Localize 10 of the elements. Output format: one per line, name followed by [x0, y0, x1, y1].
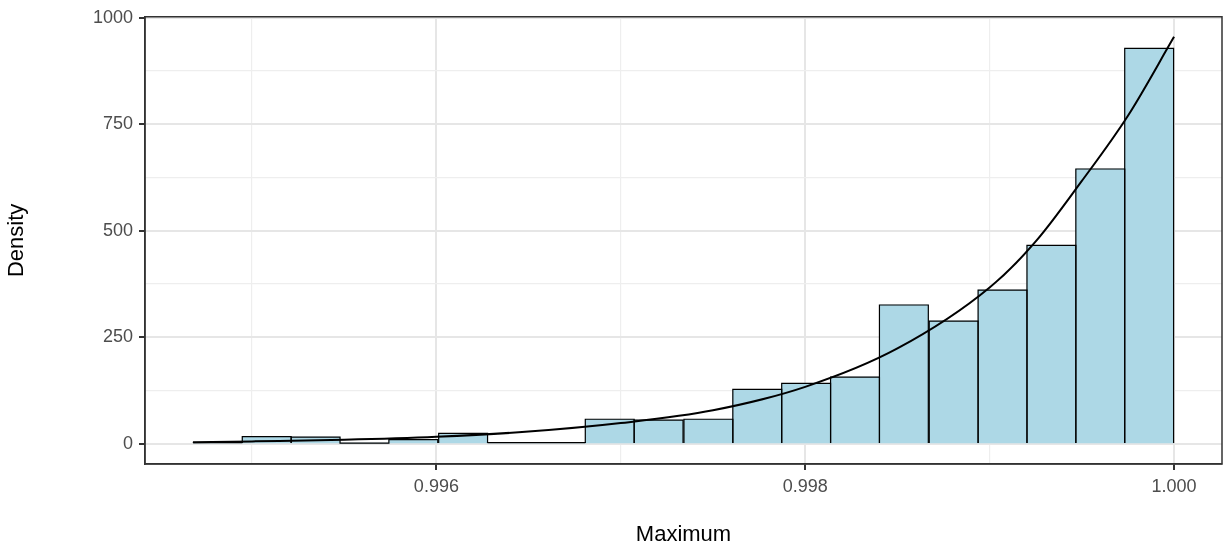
- y-tick-label: 500: [102, 219, 133, 240]
- x-tick-label: 1.000: [1151, 475, 1197, 496]
- x-tick-label: 0.998: [782, 475, 828, 496]
- y-axis-title: Density: [3, 203, 29, 278]
- x-axis-title: Maximum: [635, 520, 732, 546]
- y-tick-label: 1000: [92, 6, 133, 27]
- y-tick-label: 750: [102, 113, 133, 134]
- y-tick-label: 0: [122, 432, 133, 453]
- y-tick-label: 250: [102, 326, 133, 347]
- x-tick-label: 0.996: [413, 475, 459, 496]
